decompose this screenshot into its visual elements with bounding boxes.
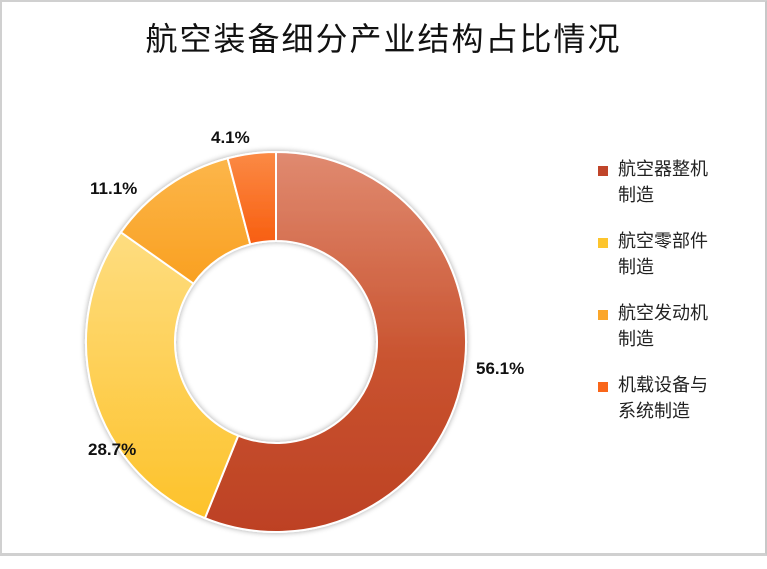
chart-title: 航空装备细分产业结构占比情况: [145, 20, 622, 58]
legend-swatch-icon: [598, 310, 608, 320]
legend-item-airborne: 机载设备与 系统制造: [598, 373, 758, 445]
legend-label: 航空器整机: [618, 159, 708, 180]
legend-swatch-icon: [598, 166, 608, 176]
legend-label: 机载设备与: [618, 375, 708, 396]
slice-airborne: [226, 150, 277, 246]
data-label-engines: 11.1%: [90, 179, 138, 198]
legend-swatch-icon: [598, 382, 608, 392]
data-label-airborne: 4.1%: [211, 128, 250, 147]
legend-swatch-icon: [598, 238, 608, 248]
legend-label: 航空发动机: [618, 303, 708, 324]
legend-label: 制造: [618, 257, 654, 278]
legend: 航空器整机 制造 航空零部件 制造 航空发动机 制造 机载设备与 系统制造: [598, 157, 758, 445]
slice-airframe: [203, 150, 467, 533]
legend-label: 制造: [618, 185, 654, 206]
legend-item-components: 航空零部件 制造: [598, 229, 758, 301]
legend-item-engines: 航空发动机 制造: [598, 301, 758, 373]
donut-slices: [85, 150, 467, 533]
slice-components: [85, 230, 240, 520]
data-label-airframe: 56.1%: [476, 359, 525, 378]
legend-label: 系统制造: [618, 401, 690, 422]
data-label-components: 28.7%: [88, 440, 137, 459]
legend-label: 制造: [618, 329, 654, 350]
legend-label: 航空零部件: [618, 231, 708, 252]
legend-item-airframe: 航空器整机 制造: [598, 157, 758, 229]
